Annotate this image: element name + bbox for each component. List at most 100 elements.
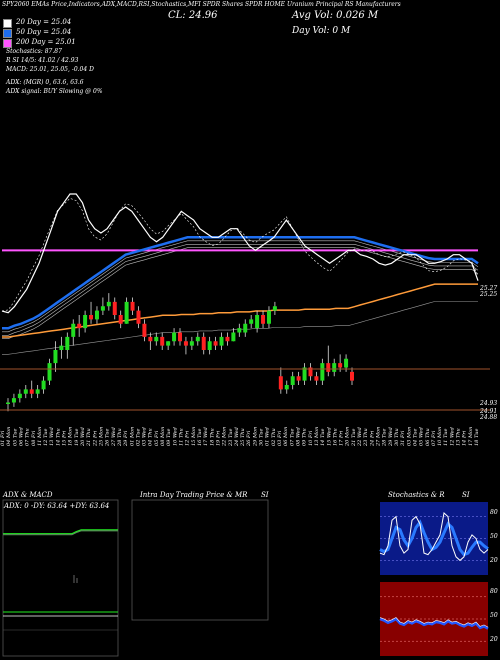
date-label: 03 Mon [406, 427, 412, 446]
date-label: 16 Tue [197, 428, 203, 446]
date-label: 06 Wed [19, 427, 25, 446]
candle-body [65, 336, 70, 350]
date-label: 01 Fri [0, 430, 6, 446]
date-label: 24 Wed [234, 427, 240, 447]
stoch-axis-20: 20 [490, 557, 498, 564]
price-tick-5: 24.88 [480, 414, 498, 421]
date-label: 12 Fri [185, 430, 191, 446]
candle-body [94, 310, 99, 320]
candle-body [166, 341, 171, 346]
date-label: 13 Thu [456, 428, 462, 446]
date-label: 24 Fri [369, 430, 375, 447]
candle-body [142, 323, 147, 337]
adx-signal-line: ADX signal: BUY Slowing @ 0% [6, 88, 103, 95]
ema200-swatch [3, 39, 12, 48]
day-vol-label: Day Vol: 0 M [292, 26, 351, 36]
date-label: 30 Thu [394, 428, 400, 446]
candle-body [106, 301, 111, 307]
date-label: 17 Mon [468, 427, 474, 446]
macd-line: MACD: 25.01, 25.05, -0.04 D [6, 66, 94, 73]
date-label: 19 Tue [74, 428, 80, 446]
candle-body [237, 328, 242, 333]
date-label: 29 Mon [252, 427, 258, 447]
ema50-swatch [3, 29, 12, 38]
candle-body [219, 336, 224, 346]
date-label: 02 Tue [135, 428, 141, 446]
candle-body [17, 393, 22, 399]
date-label: 15 Wed [326, 427, 332, 446]
candle-body [284, 385, 289, 390]
date-label: 13 Wed [49, 427, 55, 446]
stoch-axis-50: 50 [490, 533, 498, 540]
date-label: 01 Wed [265, 427, 271, 446]
candle-body [124, 301, 129, 324]
date-label: 10 Mon [437, 427, 443, 446]
adx-panel-frame [2, 499, 119, 657]
date-label: 11 Mon [37, 427, 43, 446]
candle-body [29, 389, 34, 394]
candle-body [189, 341, 194, 346]
adx-di-line [3, 530, 118, 536]
rsi-line [379, 617, 489, 630]
date-label: 14 Thu [55, 428, 61, 446]
candle-body [154, 336, 159, 342]
date-label: 15 Fri [62, 430, 68, 446]
date-label: 29 Fri [123, 430, 129, 447]
ema200-label: 200 Day = 25.01 [16, 38, 76, 46]
date-label: 17 Wed [203, 427, 209, 446]
price-tick-2: 25.25 [480, 291, 498, 298]
date-label: 05 Tue [12, 428, 18, 446]
date-label: 22 Fri [92, 430, 98, 447]
candle-body [130, 301, 135, 311]
ema20-label: 20 Day = 25.04 [16, 18, 72, 26]
date-label: 23 Tue [228, 428, 234, 447]
date-label: 05 Fri [154, 430, 160, 446]
candle-body [314, 376, 319, 381]
candle-body [83, 315, 88, 329]
date-label: 07 Fri [431, 430, 437, 446]
date-label: 22 Mon [222, 427, 228, 447]
date-label: 08 Wed [296, 427, 302, 446]
candle-body [272, 306, 277, 311]
candle-body [23, 389, 28, 394]
date-label: 15 Mon [191, 427, 197, 446]
date-label: 29 Wed [388, 427, 394, 447]
candle-body [225, 336, 230, 342]
candle-body [338, 363, 343, 368]
rsi-line: R SI 14/5: 41.02 / 42.93 [6, 57, 79, 64]
candle-body [77, 323, 82, 329]
ema20-swatch [3, 19, 12, 28]
date-label: 04 Tue [412, 428, 418, 446]
candle-body [320, 363, 325, 381]
date-label: 07 Thu [25, 428, 31, 446]
candle-body [290, 376, 295, 385]
candle-body [59, 345, 64, 350]
date-label: 11 Thu [179, 428, 185, 446]
date-label: 21 Thu [86, 428, 92, 447]
candle-body [118, 315, 123, 324]
ribbon-line-3 [2, 247, 479, 340]
candle-body [160, 336, 165, 346]
adx-line: ADX: (MGR) 0, 63.6, 63.6 [6, 79, 84, 86]
candle-body [71, 323, 76, 337]
ribbon-line-1 [2, 240, 479, 333]
candle-body [350, 371, 354, 381]
date-label: 22 Wed [357, 427, 363, 447]
adx-line [3, 529, 118, 536]
ribbon-line-2 [2, 244, 479, 336]
candle-body [207, 341, 212, 350]
date-label: 04 Mon [6, 427, 12, 446]
date-label: 10 Wed [172, 427, 178, 446]
date-label: 05 Wed [419, 427, 425, 446]
date-label: 06 Mon [283, 427, 289, 446]
date-label: 28 Thu [117, 428, 123, 447]
adx-panel-title: ADX & MACD [3, 491, 53, 499]
date-label: 20 Mon [345, 427, 351, 447]
candle-body [344, 358, 349, 368]
candle-body [308, 367, 313, 377]
candle-body [100, 306, 105, 311]
date-label: 16 Thu [332, 428, 338, 446]
candle-body [332, 363, 337, 372]
date-label: 31 Fri [400, 430, 406, 446]
stoch-panel-title: Stochastics & R [388, 491, 445, 499]
